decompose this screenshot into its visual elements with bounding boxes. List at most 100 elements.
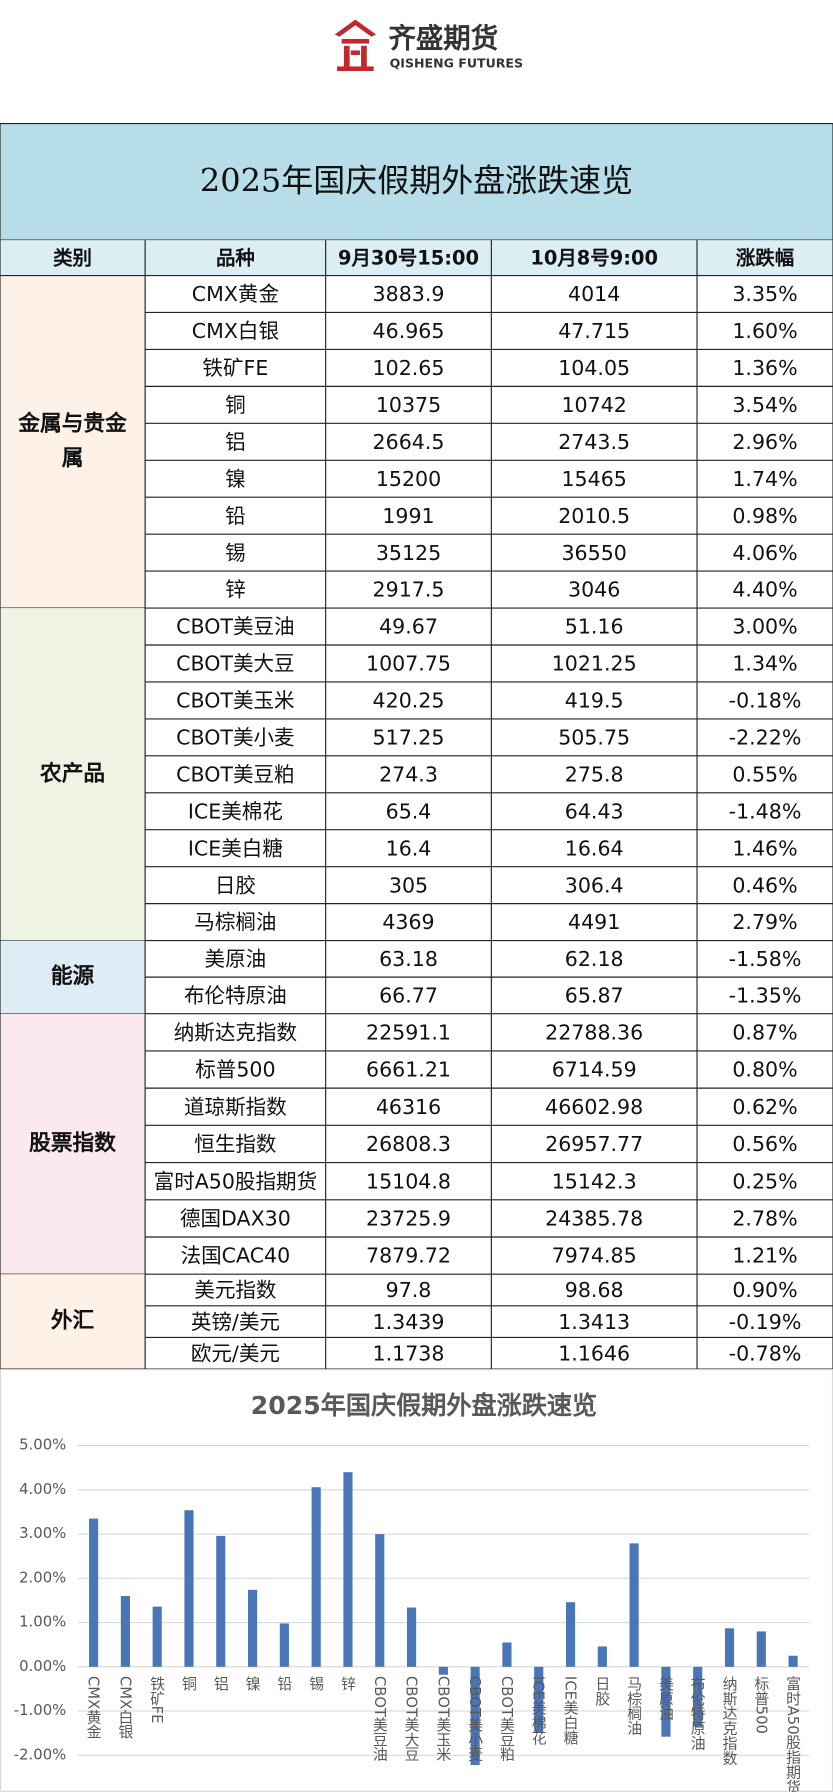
table-cell: 4491 [568, 910, 620, 934]
table-cell: 62.18 [565, 947, 624, 971]
table-cell: 1021.25 [552, 652, 637, 676]
change-cell: 0.56% [732, 1132, 797, 1156]
chart: 2025年国庆假期外盘涨跌速览 -2.00% -1.00% 0.00% 1.00% 2.0… [0, 1369, 833, 1792]
bar [470, 1666, 480, 1766]
change-cell: 0.55% [732, 762, 797, 786]
x-tick-label: 铅 [275, 1676, 293, 1691]
table-cell: 1.1646 [558, 1341, 630, 1365]
table-cell: 铜 [225, 393, 246, 417]
x-tick-label: CMX黄金 [85, 1676, 103, 1739]
bar [724, 1628, 735, 1667]
table-cell: 46316 [376, 1095, 441, 1119]
category-label: 股票指数 [29, 1130, 116, 1156]
x-tick-label: CBOT美大豆 [403, 1676, 421, 1762]
table-cell: 美原油 [205, 947, 267, 971]
logo-subtext: QISHENG FUTURES [390, 56, 523, 71]
table-cell: 恒生指数 [194, 1132, 276, 1156]
table-cell: 49.67 [379, 615, 438, 639]
bar [597, 1646, 607, 1667]
bar [311, 1487, 321, 1667]
table-cell: 15200 [376, 467, 441, 491]
y-tick-label: 2.00% [19, 1568, 66, 1586]
table-cell: 1.1738 [373, 1341, 445, 1365]
table-cell: 日胶 [215, 873, 256, 897]
table-cell: 26808.3 [366, 1132, 451, 1156]
bar [248, 1589, 258, 1667]
table-cell: 德国DAX30 [180, 1207, 291, 1231]
category-label: 能源 [51, 963, 95, 989]
table-cell: 15465 [561, 467, 626, 491]
table-cell: 275.8 [565, 762, 624, 786]
table-cell: 1991 [382, 504, 434, 528]
change-cell: 1.21% [732, 1244, 797, 1268]
table-cell: 1.3439 [373, 1310, 445, 1334]
bar [120, 1596, 130, 1667]
x-tick-label: CBOT美豆粕 [498, 1676, 516, 1762]
change-cell: 2.96% [732, 430, 797, 454]
bar [152, 1606, 162, 1667]
category-cell [0, 940, 146, 1014]
title-band [0, 122, 833, 241]
table-cell: 22788.36 [545, 1020, 643, 1044]
change-cell: 3.35% [732, 282, 797, 306]
table-cell: 2664.5 [373, 430, 445, 454]
change-cell: -0.19% [729, 1310, 802, 1334]
table-cell: ICE美棉花 [188, 799, 283, 823]
change-cell: 3.00% [732, 615, 797, 639]
category-cell [0, 1274, 146, 1370]
bar [502, 1642, 512, 1667]
change-cell: 3.54% [732, 393, 797, 417]
table-cell: 富时A50股指期货 [154, 1169, 317, 1193]
table-cell: 马棕榈油 [194, 910, 276, 934]
change-cell: 1.46% [732, 836, 797, 860]
table-cell: CMX黄金 [192, 282, 279, 306]
change-cell: -2.22% [729, 726, 802, 750]
table-cell: 63.18 [379, 947, 438, 971]
x-tick-label: CMX白银 [116, 1676, 134, 1739]
x-tick-label: 镍 [244, 1676, 262, 1691]
x-tick-label: 锌 [339, 1676, 357, 1691]
change-cell: 2.79% [732, 910, 797, 934]
table-cell: 98.68 [565, 1278, 624, 1302]
table-cell: 66.77 [379, 984, 438, 1008]
table-cell: 铅 [225, 504, 246, 528]
table-cell: 46.965 [373, 319, 445, 343]
category-cell [0, 275, 146, 609]
table-cell: 505.75 [558, 726, 630, 750]
bar [375, 1534, 385, 1667]
column-header: 品种 [216, 246, 255, 269]
table-cell: 铝 [225, 430, 246, 454]
change-cell: 4.40% [732, 578, 797, 602]
table-cell: 镍 [225, 467, 246, 491]
table-cell: 26957.77 [545, 1132, 643, 1156]
y-tick-label: 4.00% [19, 1480, 66, 1498]
table-cell: CBOT美玉米 [176, 689, 294, 713]
table-cell: CBOT美豆油 [176, 615, 294, 639]
y-tick-label: 3.00% [19, 1524, 66, 1542]
chart-title: 2025年国庆假期外盘涨跌速览 [251, 1391, 597, 1420]
table-cell: 419.5 [565, 689, 624, 713]
table-cell: 2917.5 [373, 578, 445, 602]
table-cell: 锡 [225, 541, 246, 565]
change-cell: 0.62% [732, 1095, 797, 1119]
change-cell: -1.48% [729, 799, 802, 823]
x-tick-label: ICE美棉花 [530, 1676, 548, 1746]
table-cell: 47.715 [558, 319, 630, 343]
table-cell: 布伦特原油 [184, 984, 287, 1008]
table-cell: 306.4 [565, 873, 624, 897]
bar [693, 1666, 703, 1727]
table-cell: 10742 [561, 393, 626, 417]
bar [89, 1518, 99, 1667]
change-cell: 1.60% [732, 319, 797, 343]
table-cell: 6661.21 [366, 1058, 451, 1082]
change-cell: -1.58% [729, 947, 802, 971]
header-row-bg [0, 240, 833, 276]
x-tick-label: 富时A50股指期货 [784, 1675, 802, 1792]
category-cell [0, 1013, 146, 1275]
change-cell: 0.90% [732, 1278, 797, 1302]
bar [534, 1666, 544, 1733]
table-cell: 22591.1 [366, 1020, 451, 1044]
table-cell: 法国CAC40 [181, 1244, 291, 1268]
